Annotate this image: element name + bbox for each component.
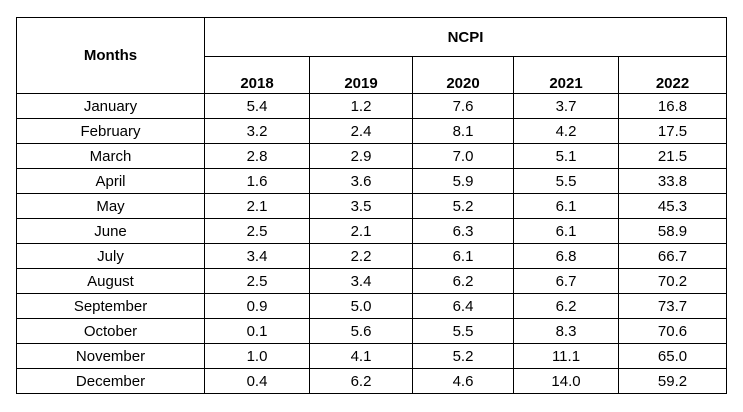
value-cell: 5.1 (513, 143, 619, 169)
year-header: 2021 (513, 56, 619, 94)
year-header: 2018 (204, 56, 310, 94)
ncpi-group-header: NCPI (203, 17, 728, 57)
month-cell: October (16, 318, 205, 344)
value-cell: 6.1 (513, 193, 619, 219)
table-row: July 3.4 2.2 6.1 6.8 66.7 (16, 243, 728, 269)
month-cell: February (16, 118, 205, 144)
month-cell: May (16, 193, 205, 219)
value-cell: 5.2 (412, 193, 514, 219)
value-cell: 8.1 (412, 118, 514, 144)
month-cell: November (16, 343, 205, 369)
value-cell: 5.0 (309, 293, 413, 319)
value-cell: 6.7 (513, 268, 619, 294)
table-row: November 1.0 4.1 5.2 11.1 65.0 (16, 343, 728, 369)
value-cell: 4.1 (309, 343, 413, 369)
value-cell: 3.6 (309, 168, 413, 194)
month-cell: April (16, 168, 205, 194)
value-cell: 3.5 (309, 193, 413, 219)
value-cell: 16.8 (617, 93, 728, 119)
year-header: 2020 (412, 56, 514, 94)
value-cell: 73.7 (617, 293, 728, 319)
value-cell: 2.4 (309, 118, 413, 144)
value-cell: 58.9 (617, 218, 728, 244)
value-cell: 1.0 (204, 343, 310, 369)
value-cell: 4.2 (513, 118, 619, 144)
month-cell: December (16, 368, 205, 394)
value-cell: 0.4 (204, 368, 310, 394)
table-row: September 0.9 5.0 6.4 6.2 73.7 (16, 293, 728, 319)
value-cell: 2.2 (309, 243, 413, 269)
value-cell: 6.8 (513, 243, 619, 269)
table-row: May 2.1 3.5 5.2 6.1 45.3 (16, 193, 728, 219)
value-cell: 2.1 (309, 218, 413, 244)
month-cell: March (16, 143, 205, 169)
table-row: April 1.6 3.6 5.9 5.5 33.8 (16, 168, 728, 194)
month-cell: August (16, 268, 205, 294)
value-cell: 6.2 (513, 293, 619, 319)
value-cell: 7.0 (412, 143, 514, 169)
value-cell: 0.9 (204, 293, 310, 319)
ncpi-table: Months NCPI 2018 2019 2020 2021 2022 Jan… (16, 17, 728, 394)
value-cell: 6.4 (412, 293, 514, 319)
value-cell: 1.2 (309, 93, 413, 119)
value-cell: 2.8 (204, 143, 310, 169)
value-cell: 8.3 (513, 318, 619, 344)
table-row: December 0.4 6.2 4.6 14.0 59.2 (16, 368, 728, 394)
value-cell: 5.4 (204, 93, 310, 119)
month-cell: June (16, 218, 205, 244)
value-cell: 14.0 (513, 368, 619, 394)
value-cell: 33.8 (617, 168, 728, 194)
value-cell: 70.2 (617, 268, 728, 294)
table-row: March 2.8 2.9 7.0 5.1 21.5 (16, 143, 728, 169)
value-cell: 21.5 (617, 143, 728, 169)
value-cell: 0.1 (204, 318, 310, 344)
table-row: October 0.1 5.6 5.5 8.3 70.6 (16, 318, 728, 344)
value-cell: 2.5 (204, 218, 310, 244)
value-cell: 7.6 (412, 93, 514, 119)
value-cell: 3.2 (204, 118, 310, 144)
value-cell: 2.1 (204, 193, 310, 219)
value-cell: 6.1 (513, 218, 619, 244)
value-cell: 5.5 (412, 318, 514, 344)
value-cell: 5.2 (412, 343, 514, 369)
value-cell: 11.1 (513, 343, 619, 369)
value-cell: 3.7 (513, 93, 619, 119)
value-cell: 4.6 (412, 368, 514, 394)
month-cell: January (16, 93, 205, 119)
value-cell: 6.2 (412, 268, 514, 294)
value-cell: 59.2 (617, 368, 728, 394)
value-cell: 5.6 (309, 318, 413, 344)
value-cell: 1.6 (204, 168, 310, 194)
table-row: June 2.5 2.1 6.3 6.1 58.9 (16, 218, 728, 244)
table-body: January 5.4 1.2 7.6 3.7 16.8 February 3.2 2.4 8.1… (16, 93, 728, 394)
value-cell: 6.1 (412, 243, 514, 269)
month-cell: July (16, 243, 205, 269)
value-cell: 65.0 (617, 343, 728, 369)
month-cell: September (16, 293, 205, 319)
year-header: 2019 (309, 56, 413, 94)
value-cell: 2.5 (204, 268, 310, 294)
year-header: 2022 (617, 56, 728, 94)
value-cell: 5.9 (412, 168, 514, 194)
value-cell: 2.9 (309, 143, 413, 169)
table-row: August 2.5 3.4 6.2 6.7 70.2 (16, 268, 728, 294)
value-cell: 5.5 (513, 168, 619, 194)
value-cell: 3.4 (309, 268, 413, 294)
value-cell: 70.6 (617, 318, 728, 344)
value-cell: 66.7 (617, 243, 728, 269)
table-row: January 5.4 1.2 7.6 3.7 16.8 (16, 93, 728, 119)
months-header: Months (16, 17, 205, 94)
value-cell: 17.5 (617, 118, 728, 144)
value-cell: 3.4 (204, 243, 310, 269)
table-row: February 3.2 2.4 8.1 4.2 17.5 (16, 118, 728, 144)
value-cell: 45.3 (617, 193, 728, 219)
value-cell: 6.3 (412, 218, 514, 244)
value-cell: 6.2 (309, 368, 413, 394)
